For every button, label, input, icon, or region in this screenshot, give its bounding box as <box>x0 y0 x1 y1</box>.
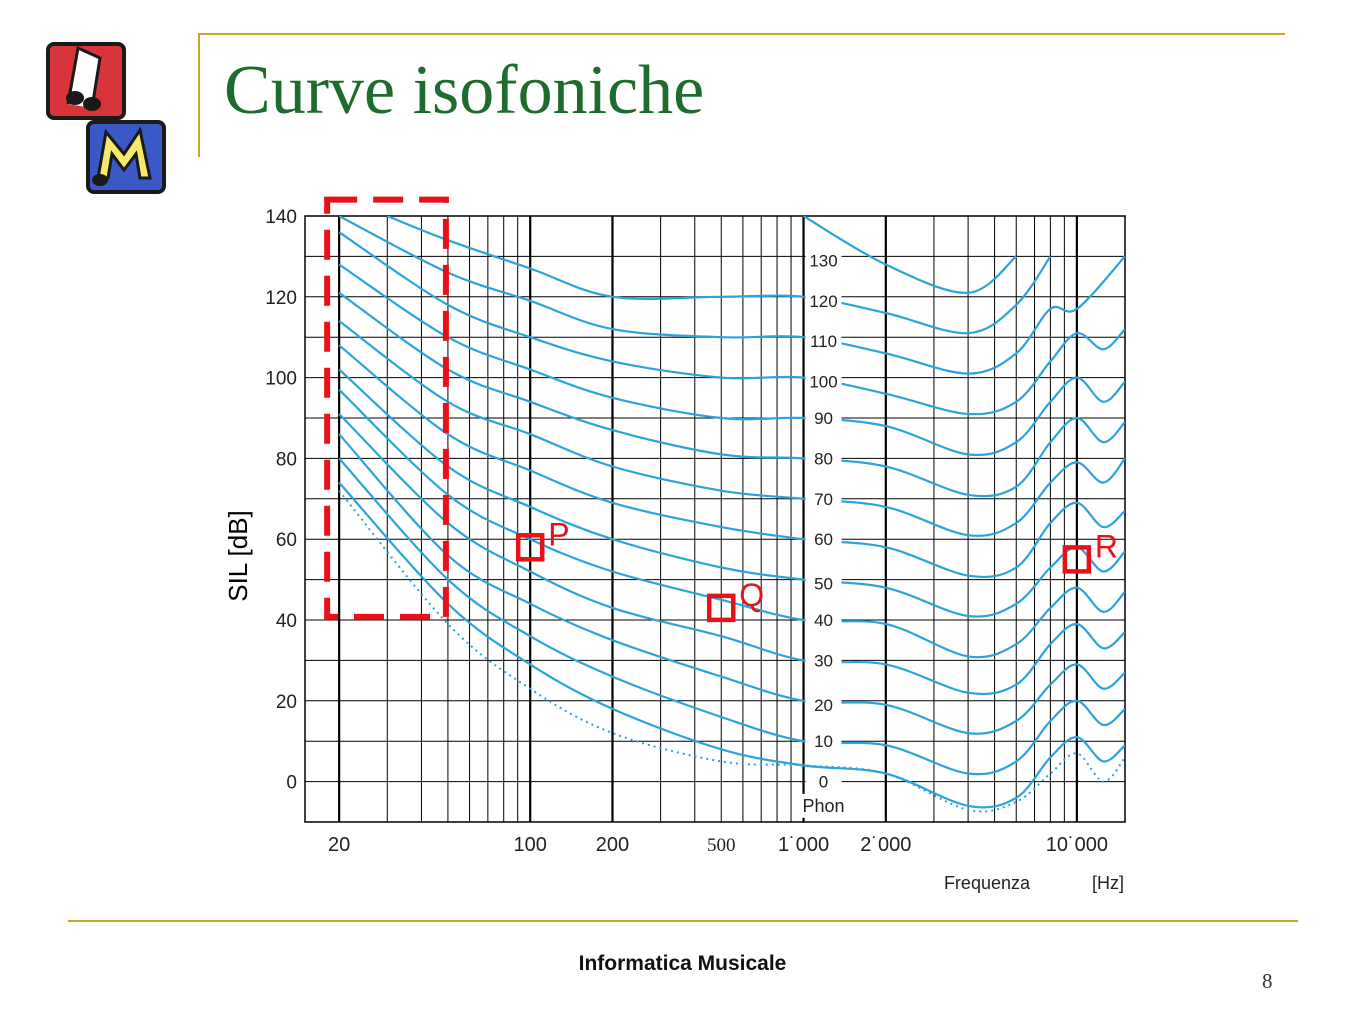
phon-label: 0 <box>819 773 828 792</box>
phon-label: 90 <box>814 409 833 428</box>
phon-label: 70 <box>814 490 833 509</box>
phon-label-bg <box>805 406 842 428</box>
annotation-group: P Q R <box>324 196 1118 623</box>
music-note-logo-icon <box>46 42 126 120</box>
x-tick-label: 200 <box>596 834 629 856</box>
phon-label-bg <box>805 248 842 271</box>
y-tick-label: 140 <box>265 207 297 228</box>
phon-label-bg <box>805 329 842 352</box>
title-top-rule <box>198 33 1285 35</box>
phon-label-bg <box>805 571 842 594</box>
phon-label-bg <box>805 446 842 469</box>
phon-unit-bg <box>795 793 852 818</box>
m-letter-logo-icon <box>86 120 166 194</box>
phon-label: 50 <box>814 575 833 594</box>
phon-label-bg <box>805 486 842 509</box>
phon-label: 120 <box>809 292 837 311</box>
phon-label: 30 <box>814 651 833 670</box>
isophon-curve-70 <box>338 320 1125 537</box>
x-axis-label: Frequenza <box>944 873 1031 893</box>
plot-frame <box>304 215 1126 823</box>
chart-grid <box>304 215 1126 823</box>
x-tick-label: 20 <box>328 834 350 856</box>
phon-label: 130 <box>809 251 837 270</box>
y-tick-label: 40 <box>276 611 297 632</box>
phon-unit-label: Phon <box>803 796 845 816</box>
phon-label-bg <box>805 769 842 792</box>
y-tick-label: 20 <box>276 692 297 713</box>
isophon-curve-130 <box>802 216 1017 294</box>
music-note-logo-icon <box>46 42 166 194</box>
phon-label: 60 <box>814 530 833 549</box>
x-axis-unit: [Hz] <box>1092 873 1124 893</box>
x-tick-label: 500 <box>707 835 736 856</box>
marker-p <box>515 533 545 562</box>
marker-label-q: Q <box>739 577 764 613</box>
footer-rule <box>68 920 1298 922</box>
marker-r <box>1062 545 1092 574</box>
y-tick-label: 0 <box>286 773 297 794</box>
x-tick-label: 2˙000 <box>860 834 911 856</box>
phon-label-bg <box>805 729 842 752</box>
page-number: 8 <box>1262 969 1273 993</box>
y-tick-label: 120 <box>265 288 297 309</box>
threshold-curve <box>338 490 1125 813</box>
isophon-curve-110 <box>338 216 1125 375</box>
x-tick-label: 10˙000 <box>1046 834 1108 856</box>
y-axis-label: SIL [dB] <box>223 510 253 602</box>
phon-label-bg <box>805 527 842 550</box>
marker-label-p: P <box>548 516 569 552</box>
footer-text: Informatica Musicale <box>578 952 787 975</box>
page-title: Curve isofoniche <box>224 52 705 129</box>
phon-label: 110 <box>810 332 837 351</box>
isophon-curve-60 <box>338 344 1125 579</box>
isophon-curve-100 <box>338 231 1125 416</box>
phon-label-bg <box>805 648 842 671</box>
x-tick-label: 100 <box>514 834 547 856</box>
isophon-curve-120 <box>386 216 1052 335</box>
x-tick-label: 1˙000 <box>778 834 829 856</box>
title-side-rule <box>198 33 200 157</box>
y-tick-label: 60 <box>276 530 297 551</box>
phon-label: 40 <box>814 611 833 630</box>
phon-label: 10 <box>814 732 833 751</box>
phon-label: 80 <box>814 449 833 468</box>
phon-label-bg <box>805 288 842 311</box>
curve-series-group <box>338 216 1125 813</box>
phon-label-bg <box>805 692 842 715</box>
isophon-curve-80 <box>338 291 1125 498</box>
marker-label-r: R <box>1095 528 1118 564</box>
phon-label-bg <box>805 369 842 392</box>
y-tick-label: 100 <box>265 369 297 390</box>
phon-label-bg <box>805 608 842 630</box>
marker-q <box>707 593 736 623</box>
phon-label: 20 <box>814 696 833 715</box>
phon-label: 100 <box>809 373 837 392</box>
highlight-region <box>324 196 449 620</box>
y-tick-label: 80 <box>276 449 297 470</box>
isophon-curve-0 <box>338 481 1125 809</box>
